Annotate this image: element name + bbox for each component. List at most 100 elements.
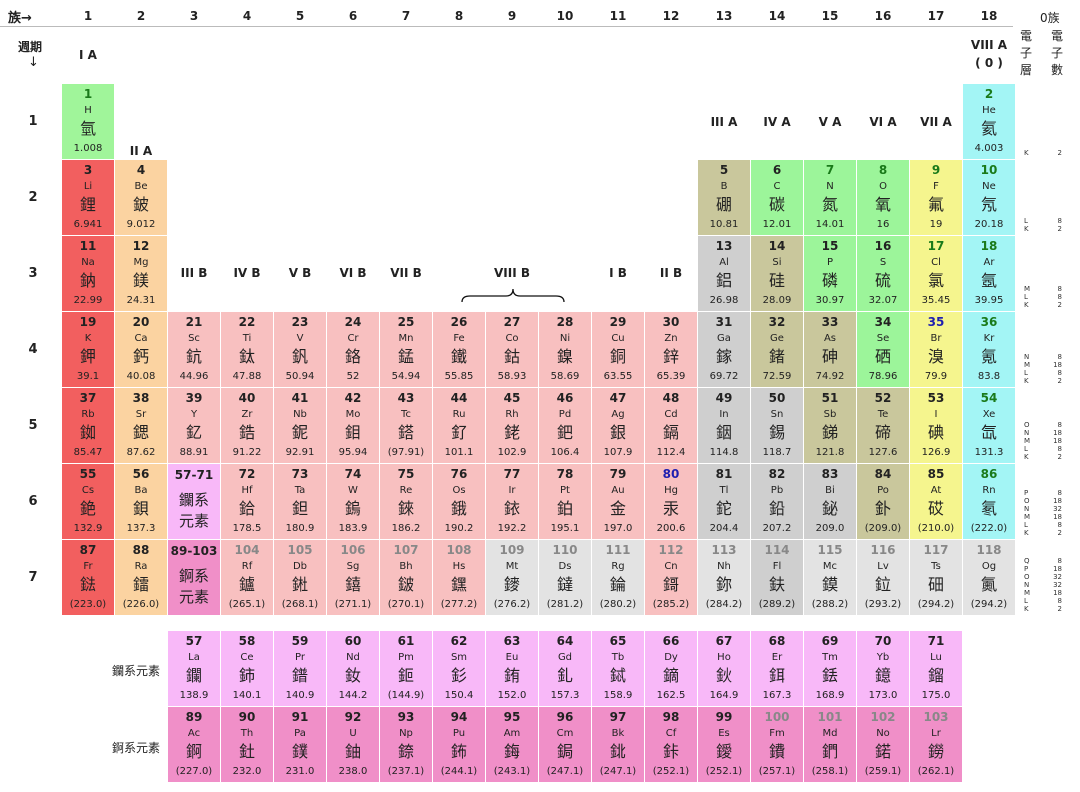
element-Si[interactable]: 14 Si 硅 28.09 [751,236,803,311]
element-Pu[interactable]: 94 Pu 鈽 (244.1) [433,707,485,782]
element-At[interactable]: 85 At 砹 (210.0) [910,464,962,539]
element-Lr[interactable]: 103 Lr 鐒 (262.1) [910,707,962,782]
element-Sb[interactable]: 51 Sb 銻 121.8 [804,388,856,463]
element-N[interactable]: 7 N 氮 14.01 [804,160,856,235]
element-Md[interactable]: 101 Md 鍆 (258.1) [804,707,856,782]
element-Og[interactable]: 118 Og 鿫 (294.2) [963,540,1015,615]
element-Mg[interactable]: 12 Mg 鎂 24.31 [115,236,167,311]
element-Cn[interactable]: 112 Cn 鎶 (285.2) [645,540,697,615]
element-Pd[interactable]: 46 Pd 鈀 106.4 [539,388,591,463]
element-Fr[interactable]: 87 Fr 鍅 (223.0) [62,540,114,615]
element-Yb[interactable]: 70 Yb 鐿 173.0 [857,631,909,706]
element-Mc[interactable]: 115 Mc 鏌 (288.2) [804,540,856,615]
element-Y[interactable]: 39 Y 釔 88.91 [168,388,220,463]
element-Ho[interactable]: 67 Ho 鈥 164.9 [698,631,750,706]
element-Ar[interactable]: 18 Ar 氬 39.95 [963,236,1015,311]
element-La[interactable]: 57 La 鑭 138.9 [168,631,220,706]
element-Ac[interactable]: 89 Ac 錒 (227.0) [168,707,220,782]
element-Ge[interactable]: 32 Ge 鍺 72.59 [751,312,803,387]
element-Be[interactable]: 4 Be 鈹 9.012 [115,160,167,235]
element-Po[interactable]: 84 Po 釙 (209.0) [857,464,909,539]
element-Ne[interactable]: 10 Ne 氖 20.18 [963,160,1015,235]
element-Bk[interactable]: 97 Bk 鉳 (247.1) [592,707,644,782]
element-Nb[interactable]: 41 Nb 鈮 92.91 [274,388,326,463]
element-Cl[interactable]: 17 Cl 氯 35.45 [910,236,962,311]
element-Mn[interactable]: 25 Mn 錳 54.94 [380,312,432,387]
element-Es[interactable]: 99 Es 鑀 (252.1) [698,707,750,782]
element-B[interactable]: 5 B 硼 10.81 [698,160,750,235]
element-Hg[interactable]: 80 Hg 汞 200.6 [645,464,697,539]
element-Re[interactable]: 75 Re 錸 186.2 [380,464,432,539]
element-W[interactable]: 74 W 鎢 183.9 [327,464,379,539]
element-Eu[interactable]: 63 Eu 銪 152.0 [486,631,538,706]
element-Tm[interactable]: 69 Tm 銩 168.9 [804,631,856,706]
element-Tb[interactable]: 65 Tb 鋱 158.9 [592,631,644,706]
element-Zn[interactable]: 30 Zn 鋅 65.39 [645,312,697,387]
element-Ag[interactable]: 47 Ag 銀 107.9 [592,388,644,463]
element-Al[interactable]: 13 Al 鋁 26.98 [698,236,750,311]
element-Hs[interactable]: 108 Hs 𨭆 (277.2) [433,540,485,615]
element-Pm[interactable]: 61 Pm 鉕 (144.9) [380,631,432,706]
element-Lv[interactable]: 116 Lv 鉝 (293.2) [857,540,909,615]
element-Se[interactable]: 34 Se 硒 78.96 [857,312,909,387]
element-Am[interactable]: 95 Am 鋂 (243.1) [486,707,538,782]
element-Ru[interactable]: 44 Ru 釕 101.1 [433,388,485,463]
element-Au[interactable]: 79 Au 金 197.0 [592,464,644,539]
element-Np[interactable]: 93 Np 錼 (237.1) [380,707,432,782]
element-Ni[interactable]: 28 Ni 鎳 58.69 [539,312,591,387]
element-Pa[interactable]: 91 Pa 鏷 231.0 [274,707,326,782]
element-Co[interactable]: 27 Co 鈷 58.93 [486,312,538,387]
element-Pb[interactable]: 82 Pb 鉛 207.2 [751,464,803,539]
element-Gd[interactable]: 64 Gd 釓 157.3 [539,631,591,706]
element-K[interactable]: 19 K 鉀 39.1 [62,312,114,387]
element-Xe[interactable]: 54 Xe 氙 131.3 [963,388,1015,463]
element-F[interactable]: 9 F 氟 19 [910,160,962,235]
element-Th[interactable]: 90 Th 釷 232.0 [221,707,273,782]
element-H[interactable]: 1 H 氫 1.008 [62,84,114,159]
element-Tl[interactable]: 81 Tl 鉈 204.4 [698,464,750,539]
element-Er[interactable]: 68 Er 鉺 167.3 [751,631,803,706]
element-No[interactable]: 102 No 鍩 (259.1) [857,707,909,782]
element-Bi[interactable]: 83 Bi 鉍 209.0 [804,464,856,539]
element-Rh[interactable]: 45 Rh 銠 102.9 [486,388,538,463]
element-Ga[interactable]: 31 Ga 鎵 69.72 [698,312,750,387]
element-Pt[interactable]: 78 Pt 鉑 195.1 [539,464,591,539]
element-Tc[interactable]: 43 Tc 鎝 (97.91) [380,388,432,463]
element-U[interactable]: 92 U 鈾 238.0 [327,707,379,782]
element-C[interactable]: 6 C 碳 12.01 [751,160,803,235]
element-Ce[interactable]: 58 Ce 鈰 140.1 [221,631,273,706]
element-Ds[interactable]: 110 Ds 鐽 (281.2) [539,540,591,615]
element-Cm[interactable]: 96 Cm 鋦 (247.1) [539,707,591,782]
element-Db[interactable]: 105 Db 𨧀 (268.1) [274,540,326,615]
element-Sg[interactable]: 106 Sg 𨭎 (271.1) [327,540,379,615]
element-As[interactable]: 33 As 砷 74.92 [804,312,856,387]
element-Rf[interactable]: 104 Rf 鑪 (265.1) [221,540,273,615]
element-Sr[interactable]: 38 Sr 鍶 87.62 [115,388,167,463]
element-Nd[interactable]: 60 Nd 釹 144.2 [327,631,379,706]
element-Sn[interactable]: 50 Sn 錫 118.7 [751,388,803,463]
element-P[interactable]: 15 P 磷 30.97 [804,236,856,311]
element-Na[interactable]: 11 Na 鈉 22.99 [62,236,114,311]
element-Ra[interactable]: 88 Ra 鐳 (226.0) [115,540,167,615]
series-cell-89-103[interactable]: 89-103 錒系 元素 [168,540,220,615]
element-Ta[interactable]: 73 Ta 鉭 180.9 [274,464,326,539]
element-Os[interactable]: 76 Os 鋨 190.2 [433,464,485,539]
element-Hf[interactable]: 72 Hf 鉿 178.5 [221,464,273,539]
element-Dy[interactable]: 66 Dy 鏑 162.5 [645,631,697,706]
element-Zr[interactable]: 40 Zr 鋯 91.22 [221,388,273,463]
element-O[interactable]: 8 O 氧 16 [857,160,909,235]
element-Fm[interactable]: 100 Fm 鐨 (257.1) [751,707,803,782]
element-Pr[interactable]: 59 Pr 鐠 140.9 [274,631,326,706]
element-Cs[interactable]: 55 Cs 銫 132.9 [62,464,114,539]
element-Ir[interactable]: 77 Ir 銥 192.2 [486,464,538,539]
element-In[interactable]: 49 In 銦 114.8 [698,388,750,463]
element-He[interactable]: 2 He 氦 4.003 [963,84,1015,159]
element-I[interactable]: 53 I 碘 126.9 [910,388,962,463]
element-Te[interactable]: 52 Te 碲 127.6 [857,388,909,463]
element-Fe[interactable]: 26 Fe 鐵 55.85 [433,312,485,387]
element-Br[interactable]: 35 Br 溴 79.9 [910,312,962,387]
element-V[interactable]: 23 V 釩 50.94 [274,312,326,387]
element-Rb[interactable]: 37 Rb 銣 85.47 [62,388,114,463]
element-Cu[interactable]: 29 Cu 銅 63.55 [592,312,644,387]
element-Ba[interactable]: 56 Ba 鋇 137.3 [115,464,167,539]
